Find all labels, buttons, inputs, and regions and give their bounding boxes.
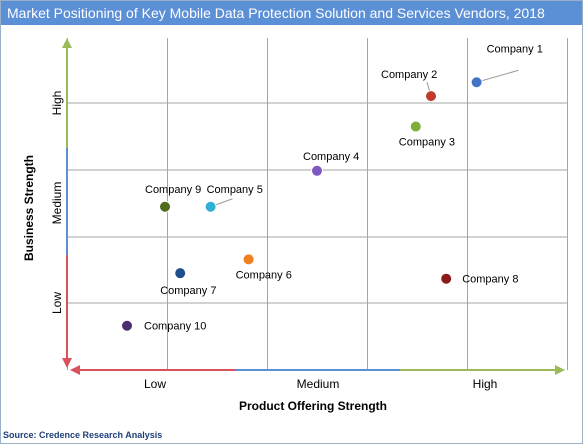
company-9-point	[159, 200, 171, 213]
company-10-point	[121, 319, 133, 332]
company-3-label: Company 3	[399, 137, 455, 149]
company-4-label: Company 4	[303, 151, 359, 163]
x-tick-label-medium: Medium	[297, 377, 340, 391]
x-axis-label: Product Offering Strength	[239, 399, 387, 413]
company-4-point	[311, 164, 323, 177]
y-tick-label-medium: Medium	[50, 182, 64, 225]
data-points: Company 1 Company 2 Company 3 Company 4 Comp…	[121, 43, 543, 333]
axes	[62, 38, 565, 375]
source-note: Source: Credence Research Analysis	[3, 430, 163, 440]
company-6-point	[242, 253, 255, 266]
chart-title: Market Positioning of Key Mobile Data Pr…	[7, 5, 545, 21]
y-axis-label: Business Strength	[22, 155, 36, 261]
company-6-label: Company 6	[236, 269, 292, 281]
company-3-point	[409, 120, 422, 133]
company-1-label: Company 1	[487, 43, 543, 55]
company-7-label: Company 7	[160, 285, 216, 297]
company-1-point	[470, 76, 483, 89]
company-10-label: Company 10	[144, 321, 206, 333]
company-2-point	[425, 90, 437, 103]
company-2-label: Company 2	[381, 69, 437, 81]
company-5-point	[204, 200, 217, 213]
company-9-label: Company 9	[145, 184, 201, 196]
grid	[67, 38, 568, 370]
company-5-label: Company 5	[207, 184, 263, 196]
company-8-label: Company 8	[462, 274, 518, 286]
tick-labels: Low Medium High Low Medium High	[50, 91, 497, 391]
x-tick-label-low: Low	[144, 377, 166, 391]
company-1-leader	[476, 69, 519, 83]
company-7-point	[174, 267, 187, 280]
y-tick-label-high: High	[50, 91, 64, 116]
company-8-point	[440, 272, 453, 285]
title-bar: Market Positioning of Key Mobile Data Pr…	[1, 1, 582, 25]
y-tick-label-low: Low	[50, 292, 64, 314]
x-tick-label-high: High	[473, 377, 498, 391]
